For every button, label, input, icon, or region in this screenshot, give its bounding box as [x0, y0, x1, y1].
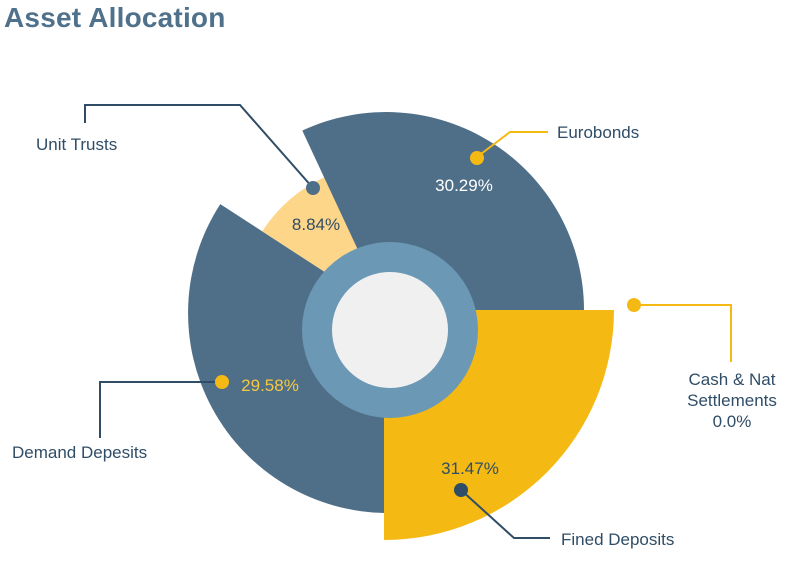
- callout-line-unit-trusts: [84, 104, 314, 189]
- callout-label-cash-line2: Settlements: [687, 391, 777, 410]
- callout-line-eurobonds: [476, 131, 548, 158]
- callout-dot-fixed-deposits: [454, 483, 468, 497]
- callout-dot-cash: [627, 298, 641, 312]
- callout-line-cash: [634, 304, 732, 362]
- callout-label-cash-value: 0.0%: [713, 412, 752, 431]
- chart-title: Asset Allocation: [4, 2, 226, 33]
- pct-label-unit-trusts: 8.84%: [292, 215, 340, 234]
- callout-label-cash-line1: Cash & Nat: [689, 370, 776, 389]
- pct-label-fixed-deposits: 31.47%: [441, 459, 499, 478]
- callout-label-unit-trusts: Unit Trusts: [36, 135, 117, 154]
- callout-dot-unit-trusts: [306, 181, 320, 195]
- callout-dot-demand-deposits: [215, 375, 229, 389]
- pct-label-eurobonds: 30.29%: [435, 176, 493, 195]
- callout-label-demand-deposits: Demand Depesits: [12, 443, 147, 462]
- callout-label-eurobonds: Eurobonds: [557, 123, 639, 142]
- pct-label-demand-deposits: 29.58%: [241, 376, 299, 395]
- callout-line-demand-deposits: [99, 381, 222, 438]
- callout-dot-eurobonds: [470, 151, 484, 165]
- donut-hole: [332, 272, 448, 388]
- callout-label-fixed-deposits: Fined Deposits: [561, 530, 674, 549]
- callout-line-fixed-deposits: [460, 489, 550, 539]
